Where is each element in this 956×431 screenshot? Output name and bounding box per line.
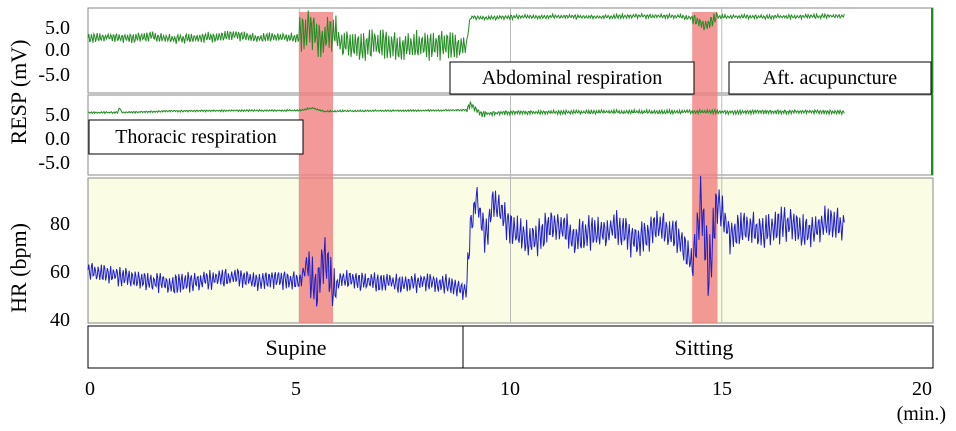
resp-lower-tick-5: 5.0 (45, 104, 70, 126)
acupuncture-highlights (299, 12, 718, 323)
hr-line (87, 175, 845, 307)
hr-tick-80: 80 (50, 213, 70, 235)
phase-supine: Supine (265, 335, 326, 360)
hr-axis-title: HR (bpm) (6, 223, 31, 313)
thoracic-label-box: Thoracic respiration (88, 119, 304, 155)
x-tick-5: 5 (291, 378, 301, 400)
resp-axis-title: RESP (mV) (6, 40, 31, 145)
abdominal-label-box: Abdominal respiration (449, 61, 695, 95)
phase-bar: Supine Sitting (87, 325, 934, 369)
highlight-band-1 (692, 12, 718, 323)
hr-tick-60: 60 (50, 261, 70, 283)
resp-lower-tick-0: 0.0 (45, 128, 70, 150)
x-tick-15: 15 (712, 378, 732, 400)
thoracic-respiration-line (87, 101, 845, 118)
resp-upper-tick-neg5: -5.0 (38, 64, 70, 86)
abdominal-label: Abdominal respiration (482, 67, 663, 89)
resp-lower-tick-neg5: -5.0 (38, 152, 70, 174)
abdominal-respiration-line (87, 10, 845, 61)
hr-tick-40: 40 (50, 309, 70, 331)
x-tick-10: 10 (500, 378, 520, 400)
aft-acupuncture-label-box: Aft. acupuncture (728, 61, 932, 95)
x-tick-0: 0 (85, 378, 95, 400)
resp-upper-tick-0: 0.0 (45, 39, 70, 61)
x-axis-unit: (min.) (897, 403, 946, 425)
resp-upper-tick-5: 5.0 (45, 17, 70, 39)
x-tick-20: 20 (912, 378, 932, 400)
series-lines (87, 10, 845, 307)
aft-acupuncture-label: Aft. acupuncture (763, 67, 898, 89)
thoracic-label: Thoracic respiration (115, 126, 277, 148)
phase-sitting: Sitting (675, 335, 734, 360)
